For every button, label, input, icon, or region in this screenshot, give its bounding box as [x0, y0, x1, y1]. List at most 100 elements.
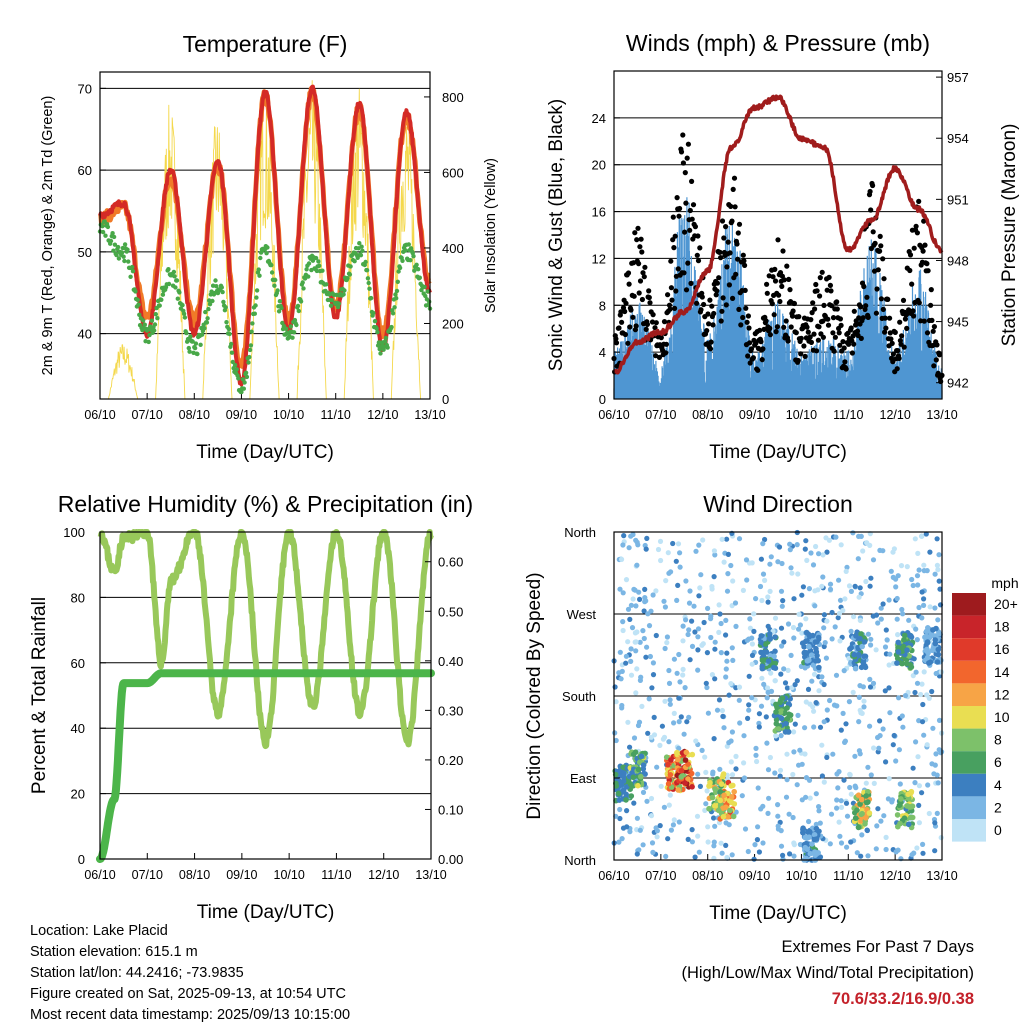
direction-point: [692, 629, 698, 635]
dewpoint-point: [269, 262, 274, 268]
dewpoint-point: [288, 324, 294, 329]
direction-point: [726, 822, 732, 828]
direction-point: [696, 849, 702, 855]
dewpoint-point: [128, 274, 133, 279]
x-axis-label-1: Time (Day/UTC): [196, 442, 334, 463]
gust-point: [627, 324, 633, 330]
gust-point: [723, 302, 729, 308]
direction-point: [921, 602, 927, 609]
direction-point: [759, 663, 766, 670]
gust-point: [826, 274, 832, 280]
direction-point: [936, 578, 942, 584]
direction-point: [730, 657, 736, 664]
direction-point: [766, 631, 773, 637]
panel-1: Temperature (F) 06/10 07/10 08/10 09/10 10/10…: [40, 31, 499, 463]
gust-point: [920, 248, 926, 254]
gust-point: [840, 339, 846, 345]
direction-point: [844, 813, 851, 819]
gust-point: [724, 264, 730, 270]
direction-point: [807, 795, 813, 801]
direction-point: [634, 815, 641, 821]
gust-point: [811, 331, 817, 337]
direction-point: [811, 671, 818, 677]
dewpoint-point: [214, 284, 219, 289]
series-relative-humidity: [97, 529, 434, 750]
dewpoint-point: [427, 299, 432, 304]
legend-label-1: 18: [994, 619, 1010, 635]
gust-point: [863, 303, 869, 309]
dewpoint-point: [264, 251, 269, 256]
direction-point: [807, 701, 813, 707]
direction-point: [663, 853, 669, 860]
gust-point: [769, 301, 775, 307]
direction-point: [836, 769, 842, 775]
direction-point: [815, 587, 821, 593]
dewpoint-point: [422, 284, 427, 290]
direction-point: [775, 813, 781, 819]
gust-point: [695, 258, 702, 264]
direction-point: [763, 649, 770, 655]
y2-tick-label-1-1: 200: [442, 316, 464, 331]
direction-point: [836, 577, 842, 583]
dewpoint-point: [141, 318, 146, 323]
direction-point: [697, 783, 704, 790]
y2-tick-label-2-3: 951: [947, 192, 969, 207]
y-tick-label-3-0: 0: [78, 852, 85, 867]
direction-point: [755, 824, 761, 830]
direction-point: [745, 715, 751, 722]
direction-point: [728, 562, 734, 569]
dewpoint-point: [377, 346, 382, 352]
plot-frame-2: [613, 70, 943, 400]
gust-point: [623, 300, 629, 306]
dewpoint-point: [304, 267, 309, 272]
direction-point: [666, 802, 672, 808]
y-tick-label-2-5: 20: [592, 158, 606, 173]
direction-point: [913, 739, 919, 745]
direction-point: [742, 826, 749, 832]
direction-point: [870, 557, 877, 563]
gust-point: [726, 282, 733, 288]
gust-point: [639, 249, 645, 255]
legend-swatch-3: [952, 660, 986, 684]
direction-point: [625, 639, 631, 645]
direction-point: [819, 773, 826, 779]
direction-point: [682, 780, 688, 786]
x-tick-label-3-1: 07/10: [132, 868, 163, 882]
dewpoint-point: [310, 258, 316, 263]
direction-point: [815, 634, 822, 641]
gust-point: [777, 298, 783, 305]
direction-point: [650, 592, 656, 598]
gust-point: [825, 316, 831, 322]
direction-point: [749, 641, 756, 647]
gust-point: [653, 320, 659, 326]
direction-point: [817, 820, 823, 826]
dewpoint-point: [329, 298, 334, 303]
direction-point: [703, 680, 709, 686]
series-sonic-wind: [613, 197, 943, 399]
direction-point: [706, 805, 712, 812]
direction-point: [654, 764, 660, 770]
direction-point: [659, 723, 666, 729]
direction-point: [844, 844, 850, 850]
dewpoint-point: [394, 296, 399, 301]
dewpoint-point: [306, 261, 312, 266]
gust-point: [911, 245, 917, 251]
dewpoint-point: [108, 238, 114, 244]
direction-point: [813, 791, 819, 797]
gust-point: [805, 329, 811, 335]
direction-point: [651, 714, 657, 721]
direction-point: [674, 597, 680, 604]
direction-point: [658, 557, 664, 564]
direction-point: [692, 854, 698, 860]
direction-point: [689, 618, 695, 624]
gust-point: [668, 258, 674, 264]
direction-point: [741, 775, 748, 781]
gust-point: [924, 330, 931, 336]
direction-point: [689, 839, 696, 845]
gust-point: [764, 290, 770, 296]
direction-point: [663, 578, 669, 584]
direction-point: [677, 550, 683, 556]
dewpoint-point: [359, 244, 364, 249]
dewpoint-point: [152, 322, 158, 327]
direction-point: [834, 805, 840, 811]
